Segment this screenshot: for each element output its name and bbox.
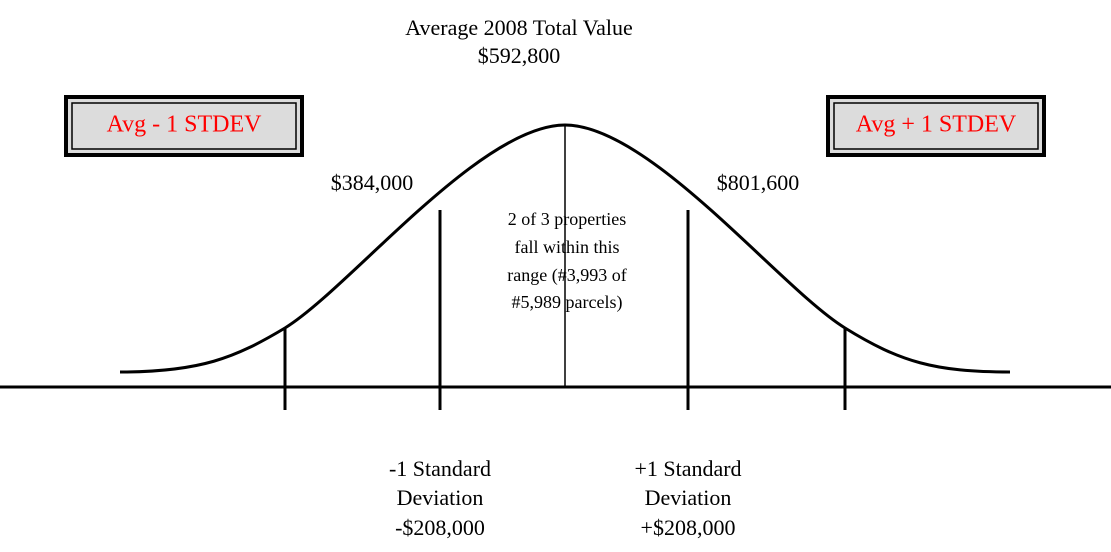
right-box-inner xyxy=(833,102,1039,150)
left-box-label: Avg - 1 STDEV xyxy=(107,112,263,138)
bottom-left-line: Deviation xyxy=(397,485,484,510)
left-value: $384,000 xyxy=(331,170,414,195)
bottom-right-line: +$208,000 xyxy=(641,515,736,540)
right-value: $801,600 xyxy=(717,170,800,195)
bottom-left-line: -$208,000 xyxy=(395,515,485,540)
bottom-left-line: -1 Standard xyxy=(389,456,491,481)
title-value: $592,800 xyxy=(478,43,561,68)
right-box xyxy=(826,95,1046,157)
note-line: #5,989 parcels) xyxy=(512,292,623,313)
left-box xyxy=(64,95,304,157)
note-line: 2 of 3 properties xyxy=(508,209,626,229)
note-line: fall within this xyxy=(515,237,620,257)
right-box-label: Avg + 1 STDEV xyxy=(856,112,1017,138)
left-box-inner xyxy=(71,102,297,150)
note-line: range (#3,993 of xyxy=(507,265,626,286)
title-line: Average 2008 Total Value xyxy=(405,15,633,40)
bottom-right-line: Deviation xyxy=(645,485,732,510)
bottom-right-line: +1 Standard xyxy=(634,456,741,481)
